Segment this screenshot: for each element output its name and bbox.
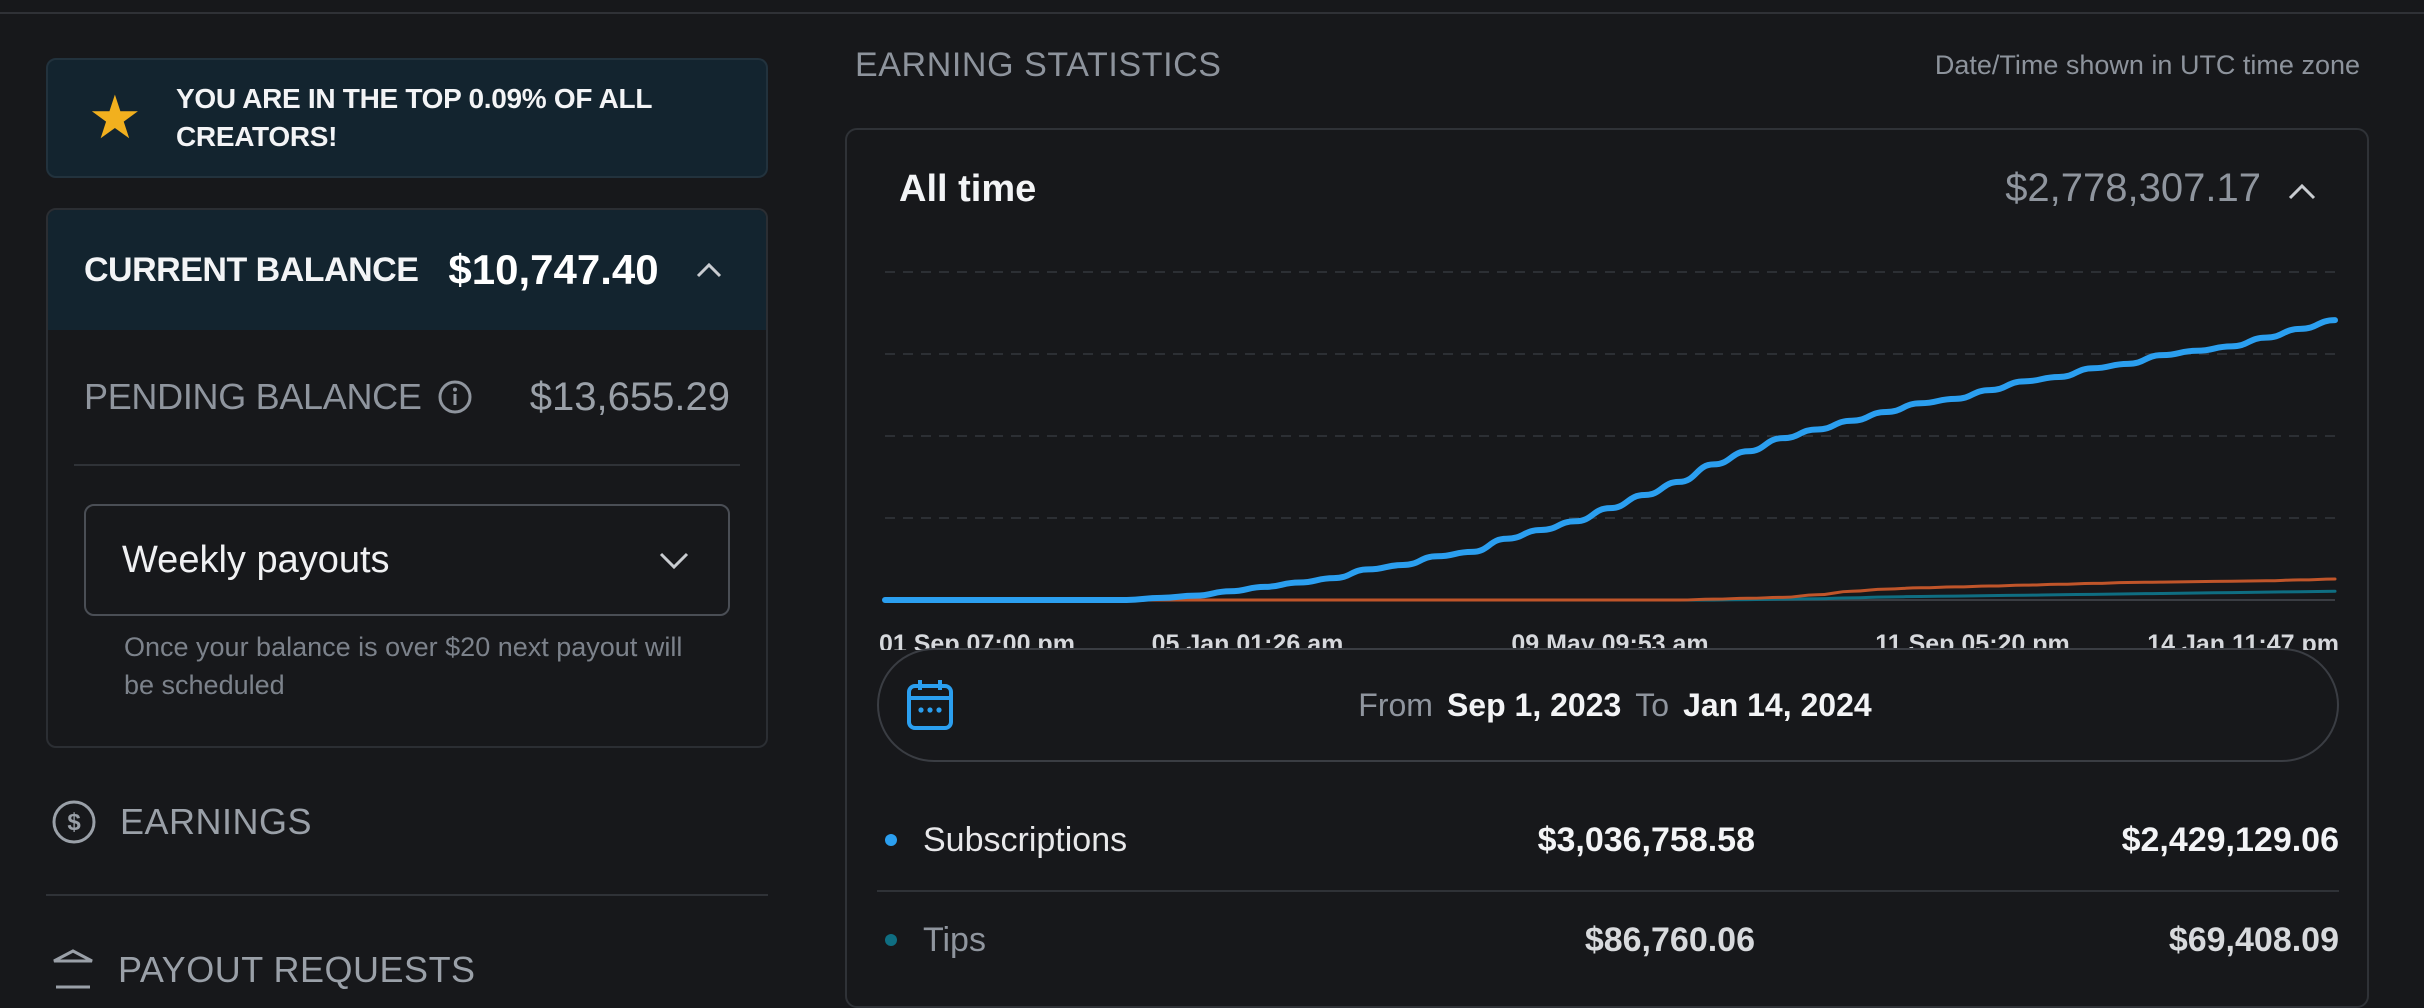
- chevron-up-icon[interactable]: [694, 255, 724, 285]
- legend-dot: [885, 834, 897, 846]
- pending-balance-row: PENDING BALANCE $13,655.29: [74, 330, 740, 466]
- top-creator-text: YOU ARE IN THE TOP 0.09% OF ALL CREATORS…: [176, 83, 652, 152]
- row-net: $69,408.09: [2168, 920, 2339, 959]
- row-gross: $86,760.06: [1584, 920, 1755, 959]
- bank-icon: [53, 949, 93, 989]
- x-tick-label: 05 Jan 01:26 am: [1152, 630, 1344, 650]
- chevron-down-icon: [659, 552, 689, 570]
- to-word: To: [1635, 686, 1670, 723]
- x-tick-label: 01 Sep 07:00 pm: [879, 630, 1075, 650]
- chevron-up-icon[interactable]: [2285, 174, 2319, 208]
- payout-hint: Once your balance is over $20 next payou…: [124, 632, 683, 700]
- to-date: Jan 14, 2024: [1683, 686, 1872, 723]
- pending-balance-label: PENDING BALANCE: [84, 376, 422, 417]
- nav-payout-requests[interactable]: PAYOUT REQUESTS: [46, 940, 768, 1000]
- current-balance-value: $10,747.40: [448, 246, 659, 293]
- top-divider: [0, 0, 2424, 14]
- date-range-text: From Sep 1, 2023 To Jan 14, 2024: [879, 650, 2337, 760]
- row-net: $2,429,129.06: [2121, 820, 2339, 859]
- nav-divider: [46, 894, 768, 896]
- series-line-1: [883, 577, 2337, 602]
- calendar-icon: [907, 680, 953, 730]
- nav-earnings[interactable]: $ EARNINGS: [46, 792, 768, 852]
- row-gross: $3,036,758.58: [1537, 820, 1755, 859]
- balance-sidebar: ★ YOU ARE IN THE TOP 0.09% OF ALL CREATO…: [46, 58, 768, 1000]
- period-total: $2,778,307.17: [2005, 166, 2261, 210]
- star-icon: ★: [88, 84, 142, 151]
- legend-dot: [885, 934, 897, 946]
- svg-text:$: $: [67, 809, 81, 836]
- table-row: Tips $86,760.06 $69,408.09: [877, 890, 2339, 990]
- earning-statistics-title: EARNING STATISTICS: [855, 46, 1222, 84]
- top-creator-badge: ★ YOU ARE IN THE TOP 0.09% OF ALL CREATO…: [46, 58, 768, 178]
- series-line-0: [882, 317, 2338, 603]
- x-tick-label: 11 Sep 05:20 pm: [1875, 630, 2070, 650]
- x-tick-label: 09 May 09:53 am: [1511, 630, 1708, 650]
- from-date: Sep 1, 2023: [1446, 686, 1622, 723]
- row-name: Tips: [923, 920, 986, 959]
- row-name: Subscriptions: [923, 820, 1128, 859]
- table-row: Subscriptions $3,036,758.58 $2,429,129.0…: [877, 790, 2339, 890]
- balance-card: CURRENT BALANCE $10,747.40 PENDING BALAN…: [46, 208, 768, 748]
- row-divider: [877, 890, 2339, 892]
- info-icon[interactable]: [436, 378, 474, 416]
- timezone-note: Date/Time shown in UTC time zone: [1934, 50, 2360, 80]
- x-tick-label: 14 Jan 11:47 pm: [2147, 630, 2339, 650]
- nav-payout-requests-label: PAYOUT REQUESTS: [118, 949, 476, 990]
- earning-statistics-panel: All time $2,778,307.17 01 Sep 07:00 pm 05…: [845, 128, 2369, 1008]
- date-range-picker[interactable]: From Sep 1, 2023 To Jan 14, 2024: [877, 648, 2339, 762]
- period-label: All time: [899, 168, 1037, 210]
- nav-earnings-label: EARNINGS: [120, 801, 313, 842]
- dollar-circle-icon: $: [52, 800, 96, 844]
- payout-frequency-select[interactable]: Weekly payouts: [84, 504, 730, 616]
- earnings-line-chart: 01 Sep 07:00 pm 05 Jan 01:26 am 09 May 09:…: [879, 271, 2339, 650]
- current-balance-header[interactable]: CURRENT BALANCE $10,747.40: [48, 210, 766, 330]
- current-balance-label: CURRENT BALANCE: [84, 250, 419, 289]
- payout-frequency-value: Weekly payouts: [122, 538, 390, 581]
- from-word: From: [1358, 686, 1433, 723]
- pending-balance-value: $13,655.29: [529, 374, 730, 419]
